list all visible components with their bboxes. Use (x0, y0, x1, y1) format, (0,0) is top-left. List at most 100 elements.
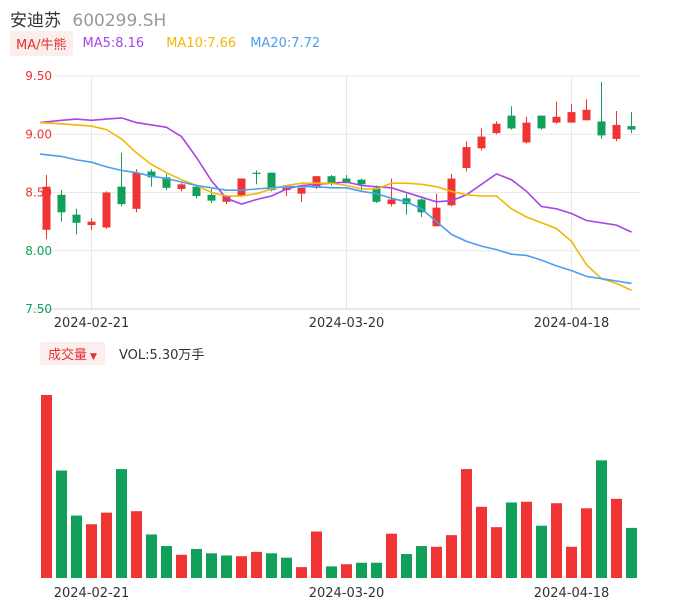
price-date-axis: 2024-02-21 2024-03-20 2024-04-18 (54, 316, 610, 331)
volume-bar (86, 524, 97, 578)
volume-bar (536, 525, 547, 578)
ma-toggle-button[interactable]: MA/牛熊 (10, 31, 73, 56)
volume-bar (461, 469, 472, 578)
candle-up (432, 207, 441, 227)
ma20-line (39, 153, 632, 285)
volume-bar (521, 501, 532, 578)
price-tick-label: 7.50 (25, 302, 52, 316)
candle-up (312, 176, 321, 188)
volume-bar (371, 562, 382, 578)
ma10-line (39, 121, 632, 292)
candle-up (462, 147, 471, 169)
candle-down (372, 187, 381, 202)
candle-up (522, 122, 531, 143)
price-tick-label: 8.00 (25, 244, 52, 258)
volume-bar (311, 531, 322, 578)
volume-bar (101, 512, 112, 578)
price-tick-label: 9.50 (25, 69, 52, 83)
volume-bar (551, 503, 562, 578)
volume-bar (206, 553, 217, 578)
date-tick-label: 2024-03-20 (309, 586, 385, 601)
stock-name: 安迪苏 (10, 11, 61, 31)
candle-up (552, 116, 561, 123)
candle-down (117, 186, 126, 205)
ma5-line (39, 117, 632, 233)
moving-average-lines (39, 117, 632, 292)
candle-down (72, 214, 81, 223)
candle-down (57, 194, 66, 213)
volume-date-axis: 2024-02-21 2024-03-20 2024-04-18 (54, 586, 610, 601)
volume-bar (236, 556, 247, 578)
candle-down (537, 115, 546, 129)
volume-legend: 成交量 ▼ VOL:5.30万手 (40, 342, 204, 365)
volume-bar (401, 554, 412, 578)
price-tick-label: 9.00 (25, 127, 52, 141)
candle-up (567, 112, 576, 123)
candle-up (42, 186, 51, 230)
volume-toggle-label: 成交量 (48, 348, 88, 363)
volume-bar (416, 546, 427, 578)
volume-bar (176, 554, 187, 578)
volume-bar (221, 555, 232, 578)
volume-bar (356, 562, 367, 578)
volume-bar (476, 506, 487, 578)
candle-up (87, 221, 96, 226)
candlesticks (42, 81, 636, 240)
volume-bar (626, 527, 637, 578)
volume-bar (56, 470, 67, 578)
volume-toggle-button[interactable]: 成交量 ▼ (40, 342, 105, 365)
candle-up (477, 136, 486, 149)
candle-up (102, 192, 111, 228)
candle-down (507, 115, 516, 129)
ma10-label: MA10:7.66 (166, 36, 237, 51)
candle-up (612, 124, 621, 139)
candle-down (342, 178, 351, 184)
candle-down (597, 121, 606, 136)
volume-bar (596, 460, 607, 578)
volume-bar (191, 548, 202, 578)
ma-legend: MA/牛熊 MA5:8.16 MA10:7.66 MA20:7.72 (10, 31, 320, 56)
candle-down (147, 171, 156, 178)
candle-up (177, 184, 186, 190)
candle-down (327, 176, 336, 184)
volume-bar (431, 546, 442, 578)
candle-down (192, 186, 201, 196)
ma5-label: MA5:8.16 (82, 36, 145, 51)
volume-bar (446, 535, 457, 578)
caret-down-icon: ▼ (90, 352, 97, 362)
candle-down (627, 126, 636, 130)
volume-bar (506, 502, 517, 578)
candle-down (357, 179, 366, 185)
candle-up (492, 123, 501, 134)
candle-up (297, 187, 306, 194)
volume-bar (326, 566, 337, 578)
candle-up (132, 172, 141, 209)
volume-bar (266, 553, 277, 578)
candle-down (207, 194, 216, 201)
volume-bar (611, 498, 622, 578)
candle-up (387, 199, 396, 205)
volume-bars (41, 395, 637, 578)
ma20-label: MA20:7.72 (250, 36, 321, 51)
date-tick-label: 2024-02-21 (54, 586, 130, 601)
volume-bar (131, 511, 142, 578)
candle-up (582, 109, 591, 121)
volume-bar (281, 557, 292, 578)
candle-up (237, 178, 246, 196)
volume-bar (581, 508, 592, 578)
volume-bar (566, 546, 577, 578)
volume-bar (386, 533, 397, 578)
volume-bar (41, 395, 52, 578)
volume-bar (491, 527, 502, 578)
volume-value: VOL:5.30万手 (118, 348, 205, 363)
date-tick-label: 2024-04-18 (534, 586, 610, 601)
volume-bar (251, 551, 262, 578)
volume-bar (116, 469, 127, 578)
stock-header: 安迪苏 600299.SH (10, 6, 166, 31)
candle-down (252, 172, 261, 174)
volume-bar (341, 564, 352, 578)
date-tick-label: 2024-03-20 (309, 316, 385, 331)
volume-bar (71, 515, 82, 578)
candle-down (417, 199, 426, 213)
